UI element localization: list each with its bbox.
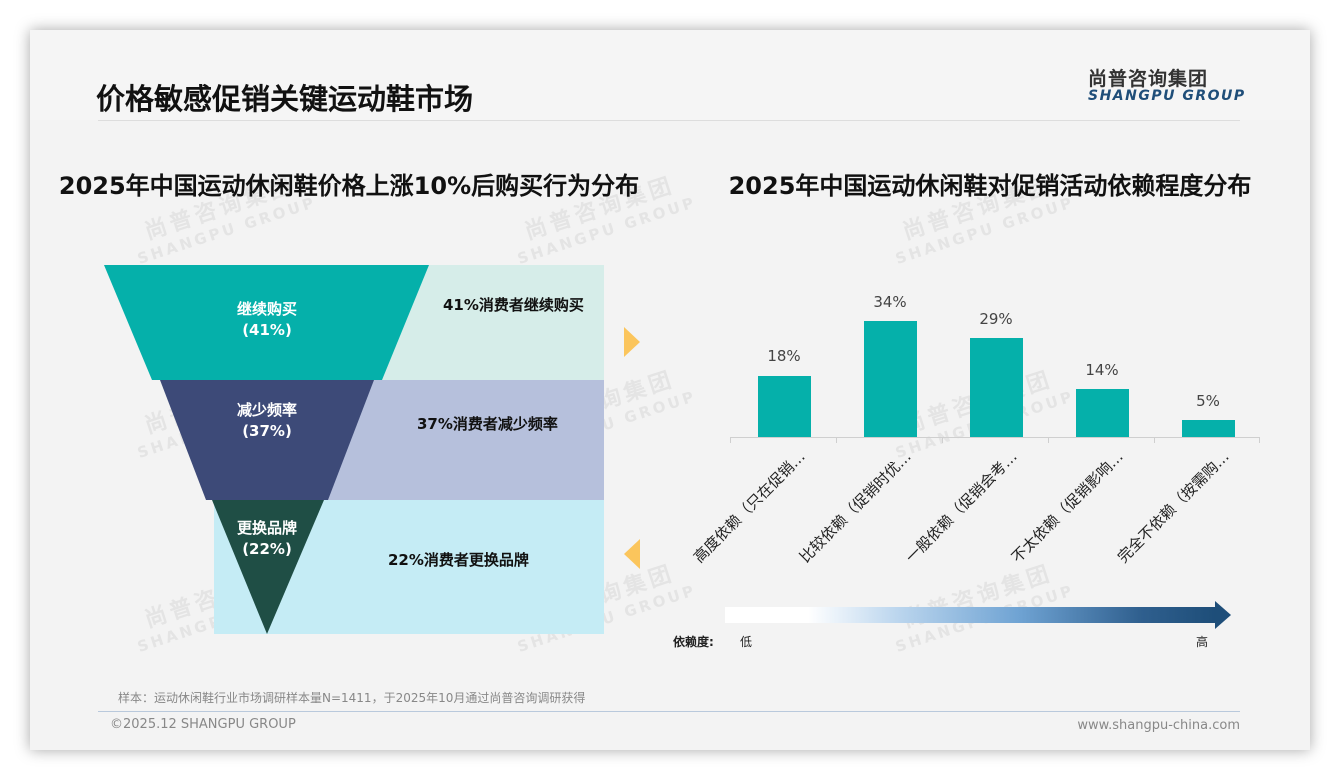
x-axis-tick: [730, 437, 731, 443]
copyright: ©2025.12 SHANGPU GROUP: [110, 717, 296, 732]
bar-fairly-dependent: [864, 321, 917, 437]
funnel-segment-label-2: 减少频率 (37%): [236, 401, 297, 440]
bar-chart-title: 2025年中国运动休闲鞋对促销活动依赖程度分布: [728, 172, 1252, 200]
bar-value-label: 5%: [1196, 392, 1220, 410]
sample-note: 样本：运动休闲鞋行业市场调研样本量N=1411，于2025年10月通过尚普咨询调…: [118, 691, 586, 705]
triangle-left-icon: [624, 539, 640, 569]
website-link[interactable]: www.shangpu-china.com: [1077, 718, 1240, 733]
x-axis-label: 一般依赖（促销会考…: [901, 447, 1021, 567]
bar-value-label: 18%: [767, 347, 801, 365]
funnel-segment-label-3: 更换品牌 (22%): [236, 519, 297, 558]
arrow-right-icon: [1215, 601, 1231, 629]
x-axis-tick: [1154, 437, 1155, 443]
bar-chart: 18% 34% 29% 14% 5% 高度依赖（只在促销… 比较依赖（促销时优……: [690, 290, 1260, 590]
page-title: 价格敏感促销关键运动鞋市场: [96, 82, 474, 116]
x-axis: [730, 437, 1260, 438]
footer-divider: [98, 711, 1240, 712]
x-axis-tick: [836, 437, 837, 443]
dependence-high-label: 高: [1196, 635, 1209, 649]
bar-value-label: 14%: [1085, 361, 1119, 379]
x-axis-tick: [1259, 437, 1260, 443]
x-axis-label: 高度依赖（只在促销…: [689, 447, 809, 567]
funnel-annotation-3: 22%消费者更换品牌: [388, 551, 529, 569]
bar-low-dependence: [1076, 389, 1129, 437]
funnel-chart: 继续购买 (41%) 减少频率 (37%) 更换品牌 (22%) 41%消费者继续购买…: [104, 265, 604, 635]
logo-text-en: SHANGPU GROUP: [1088, 88, 1246, 104]
title-divider: [98, 120, 1240, 121]
bar-high-dependence: [758, 376, 811, 437]
logo-text-cn: 尚普咨询集团: [1088, 68, 1209, 90]
x-axis-tick: [942, 437, 943, 443]
bar-no-dependence: [1182, 420, 1235, 437]
funnel-annotation-1: 41%消费者继续购买: [443, 296, 584, 314]
funnel-chart-title: 2025年中国运动休闲鞋价格上涨10%后购买行为分布: [58, 172, 640, 200]
funnel-segment-label-1: 继续购买 (41%): [236, 300, 297, 339]
dependence-scale-label: 依赖度:: [673, 635, 714, 649]
header-band: [30, 30, 1310, 120]
triangle-right-icon: [624, 327, 640, 357]
x-axis-label: 不太依赖（促销影响…: [1007, 447, 1127, 567]
x-axis-label: 完全不依赖（按需购…: [1113, 447, 1233, 567]
bar-value-label: 34%: [873, 293, 907, 311]
bar-value-label: 29%: [979, 310, 1013, 328]
x-axis-label: 比较依赖（促销时优…: [795, 447, 915, 567]
dependence-gradient-bar: [725, 607, 1215, 623]
dependence-low-label: 低: [740, 635, 753, 649]
x-axis-tick: [1048, 437, 1049, 443]
funnel-shape: [104, 265, 429, 634]
slide: 尚普咨询集团 SHANGPU GROUP 尚普咨询集团 SHANGPU GROUP …: [30, 30, 1310, 750]
funnel-annotation-2: 37%消费者减少频率: [417, 415, 558, 433]
bar-moderate-dependence: [970, 338, 1023, 437]
